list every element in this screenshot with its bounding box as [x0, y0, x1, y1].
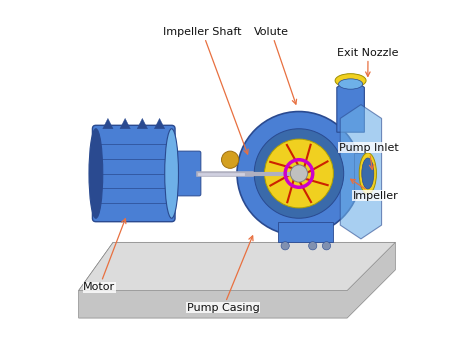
Circle shape [264, 139, 333, 208]
Circle shape [322, 242, 331, 250]
Text: Motor: Motor [83, 219, 126, 292]
Ellipse shape [362, 158, 374, 189]
Text: Pump Casing: Pump Casing [187, 236, 260, 313]
FancyBboxPatch shape [92, 125, 175, 222]
Text: Volute: Volute [254, 27, 297, 104]
Ellipse shape [359, 153, 376, 194]
Polygon shape [278, 222, 333, 242]
Circle shape [291, 165, 308, 182]
Polygon shape [103, 118, 113, 129]
Text: Exit Nozzle: Exit Nozzle [337, 48, 399, 76]
Circle shape [221, 151, 239, 168]
Ellipse shape [338, 79, 363, 89]
Polygon shape [79, 242, 395, 290]
Ellipse shape [335, 74, 366, 87]
Circle shape [309, 242, 317, 250]
Polygon shape [354, 153, 368, 194]
Polygon shape [79, 242, 395, 318]
Polygon shape [120, 118, 130, 129]
Text: Impeller: Impeller [351, 179, 399, 201]
Polygon shape [340, 105, 382, 239]
FancyBboxPatch shape [170, 151, 201, 196]
Polygon shape [337, 77, 365, 132]
Circle shape [254, 129, 344, 218]
Ellipse shape [89, 129, 103, 218]
Circle shape [281, 242, 289, 250]
Ellipse shape [164, 129, 179, 218]
Polygon shape [137, 118, 147, 129]
Text: Impeller Shaft: Impeller Shaft [164, 27, 248, 154]
Circle shape [237, 111, 361, 236]
Polygon shape [155, 118, 164, 129]
Text: Pump Inlet: Pump Inlet [339, 143, 399, 169]
